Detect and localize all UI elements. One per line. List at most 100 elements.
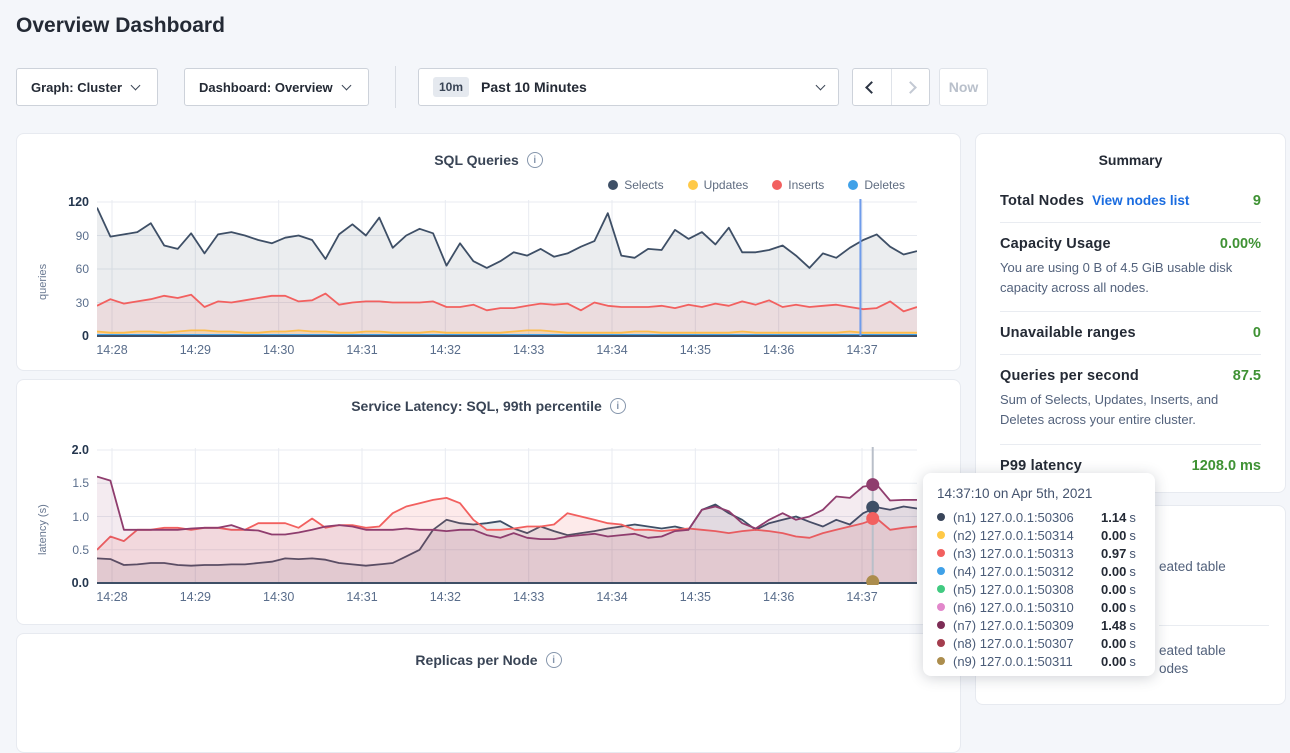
x-tick-label: 14:35 — [673, 343, 717, 357]
y-tick-label: 0.5 — [55, 543, 89, 557]
y-tick-label: 30 — [55, 296, 89, 310]
p99-latency-label: P99 latency — [1000, 458, 1082, 474]
node-address: (n3) 127.0.0.1:50313 — [953, 546, 1101, 561]
sql-queries-card: SQL Queries i SelectsUpdatesInsertsDelet… — [16, 133, 961, 371]
service-latency-plot[interactable] — [97, 445, 917, 585]
tooltip-node-row: (n4) 127.0.0.1:503120.00s — [937, 562, 1141, 580]
x-tick-label: 14:37 — [840, 590, 884, 604]
summary-row-unavailable-ranges: Unavailable ranges 0 — [1000, 312, 1261, 355]
sql-queries-legend: Selects Updates Inserts Deletes — [608, 178, 905, 192]
chevron-down-icon — [341, 80, 351, 90]
node-latency-value: 0.00 — [1101, 582, 1126, 597]
graph-dropdown-label: Graph: Cluster — [31, 80, 122, 95]
x-tick-label: 14:28 — [90, 343, 134, 357]
x-tick-label: 14:36 — [757, 590, 801, 604]
summary-row-qps: Queries per second 87.5 Sum of Selects, … — [1000, 355, 1261, 444]
x-tick-label: 14:29 — [173, 590, 217, 604]
dashboard-dropdown[interactable]: Dashboard: Overview — [184, 68, 369, 106]
service-latency-card: Service Latency: SQL, 99th percentile i … — [16, 379, 961, 625]
node-color-dot — [937, 603, 945, 611]
y-tick-label: 120 — [55, 195, 89, 209]
x-tick-label: 14:34 — [590, 343, 634, 357]
legend-dot — [772, 180, 782, 190]
events-divider — [1159, 625, 1269, 626]
node-latency-value: 1.14 — [1101, 510, 1126, 525]
legend-label: Deletes — [864, 178, 905, 192]
graph-dropdown[interactable]: Graph: Cluster — [16, 68, 158, 106]
tooltip-node-row: (n8) 127.0.0.1:503070.00s — [937, 634, 1141, 652]
p99-latency-value: 1208.0 ms — [1192, 458, 1261, 474]
service-latency-chart[interactable]: latency (s) 14:2814:2914:3014:3114:3214:… — [41, 445, 941, 615]
legend-dot — [608, 180, 618, 190]
latency-unit: s — [1129, 600, 1136, 615]
info-icon[interactable]: i — [610, 398, 626, 414]
x-tick-label: 14:37 — [840, 343, 884, 357]
chevron-right-icon — [904, 81, 917, 94]
y-tick-label: 0.0 — [55, 576, 89, 590]
qps-description: Sum of Selects, Updates, Inserts, and De… — [1000, 390, 1261, 430]
toolbar-divider — [395, 66, 396, 108]
node-color-dot — [937, 657, 945, 665]
node-address: (n6) 127.0.0.1:50310 — [953, 600, 1101, 615]
y-tick-label: 0 — [55, 329, 89, 343]
replicas-per-node-title: Replicas per Node i — [17, 652, 960, 668]
latency-unit: s — [1129, 618, 1136, 633]
chevron-down-icon — [816, 80, 826, 90]
latency-unit: s — [1129, 654, 1136, 669]
x-tick-label: 14:32 — [423, 590, 467, 604]
event-item-fragment[interactable]: odes — [1159, 661, 1188, 676]
legend-item-deletes[interactable]: Deletes — [848, 178, 905, 192]
now-button-label: Now — [949, 79, 979, 95]
y-axis-unit-label: queries — [37, 227, 51, 337]
node-color-dot — [937, 531, 945, 539]
legend-label: Inserts — [788, 178, 824, 192]
node-latency-value: 0.00 — [1101, 654, 1126, 669]
legend-item-selects[interactable]: Selects — [608, 178, 663, 192]
node-address: (n1) 127.0.0.1:50306 — [953, 510, 1101, 525]
info-icon[interactable]: i — [546, 652, 562, 668]
node-color-dot — [937, 639, 945, 647]
time-range-badge: 10m — [433, 77, 469, 97]
y-tick-label: 90 — [55, 229, 89, 243]
x-tick-label: 14:33 — [507, 590, 551, 604]
legend-dot — [688, 180, 698, 190]
sql-queries-plot[interactable] — [97, 197, 917, 338]
total-nodes-label: Total Nodes — [1000, 193, 1084, 209]
x-tick-label: 14:31 — [340, 590, 384, 604]
legend-item-inserts[interactable]: Inserts — [772, 178, 824, 192]
node-address: (n5) 127.0.0.1:50308 — [953, 582, 1101, 597]
latency-unit: s — [1129, 636, 1136, 651]
x-tick-label: 14:35 — [673, 590, 717, 604]
tooltip-node-row: (n3) 127.0.0.1:503130.97s — [937, 544, 1141, 562]
view-nodes-list-link[interactable]: View nodes list — [1092, 193, 1189, 208]
x-tick-label: 14:31 — [340, 343, 384, 357]
now-button[interactable]: Now — [939, 68, 988, 106]
time-forward-button[interactable] — [891, 69, 930, 105]
capacity-usage-value: 0.00% — [1220, 236, 1261, 252]
time-back-button[interactable] — [853, 69, 891, 105]
node-color-dot — [937, 585, 945, 593]
x-tick-label: 14:33 — [507, 343, 551, 357]
info-icon[interactable]: i — [527, 152, 543, 168]
x-tick-label: 14:30 — [257, 590, 301, 604]
tooltip-node-row: (n5) 127.0.0.1:503080.00s — [937, 580, 1141, 598]
summary-row-total-nodes: Total Nodes View nodes list 9 — [1000, 180, 1261, 223]
qps-label: Queries per second — [1000, 368, 1139, 384]
node-address: (n7) 127.0.0.1:50309 — [953, 618, 1101, 633]
latency-unit: s — [1129, 528, 1136, 543]
summary-panel: Summary Total Nodes View nodes list 9 Ca… — [975, 133, 1286, 493]
event-item-fragment[interactable]: eated table — [1159, 559, 1226, 574]
time-range-selector[interactable]: 10m Past 10 Minutes — [418, 68, 839, 106]
node-color-dot — [937, 567, 945, 575]
legend-item-updates[interactable]: Updates — [688, 178, 749, 192]
qps-value: 87.5 — [1233, 368, 1261, 384]
sql-queries-chart[interactable]: queries 14:2814:2914:3014:3114:3214:3314… — [41, 197, 941, 367]
tooltip-node-row: (n1) 127.0.0.1:503061.14s — [937, 508, 1141, 526]
x-tick-label: 14:36 — [757, 343, 801, 357]
event-item-fragment[interactable]: eated table — [1159, 643, 1226, 658]
latency-unit: s — [1129, 582, 1136, 597]
legend-dot — [848, 180, 858, 190]
time-range-label: Past 10 Minutes — [481, 79, 587, 95]
x-tick-label: 14:28 — [90, 590, 134, 604]
node-latency-value: 0.00 — [1101, 636, 1126, 651]
